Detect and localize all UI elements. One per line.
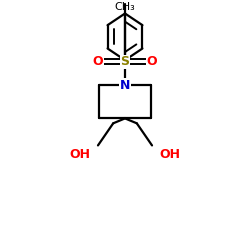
Text: OH: OH	[160, 148, 180, 160]
Text: O: O	[147, 56, 157, 68]
Text: CH₃: CH₃	[114, 2, 136, 12]
Text: OH: OH	[70, 148, 90, 160]
Text: S: S	[120, 56, 130, 68]
Text: O: O	[93, 56, 103, 68]
Text: N: N	[120, 79, 130, 92]
